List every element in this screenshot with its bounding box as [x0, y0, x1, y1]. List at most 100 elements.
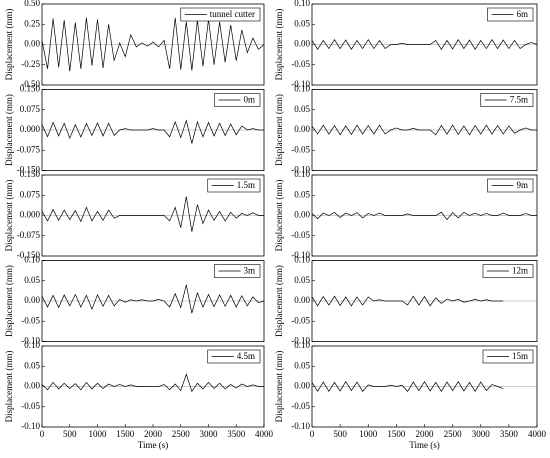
signal-line — [311, 124, 537, 136]
y-axis-label: Displacement (mm) — [274, 351, 284, 423]
x-tick-label: 3500 — [500, 429, 519, 439]
signal-line — [41, 373, 264, 393]
x-tick-label: 2500 — [172, 429, 191, 439]
y-axis-label: Displacement (mm) — [4, 265, 14, 337]
y-tick-label: -0.05 — [291, 315, 310, 325]
plot-frame — [311, 3, 538, 86]
y-tick-label: 0.10 — [294, 340, 310, 350]
x-tick-label: 3500 — [227, 429, 246, 439]
y-tick-label: 0.05 — [294, 360, 310, 370]
x-tick-label: 500 — [333, 429, 347, 439]
y-tick-label: 0.05 — [24, 275, 40, 285]
y-tick-label: 0.00 — [294, 39, 310, 49]
y-tick-label: 0.000 — [20, 210, 41, 220]
x-tick-label: 0 — [40, 429, 45, 439]
y-tick-label: -0.10 — [21, 336, 40, 346]
plot-frame — [311, 260, 538, 342]
x-tick-label: 1000 — [89, 429, 108, 439]
legend-box — [207, 349, 261, 364]
signal-line — [41, 284, 265, 314]
x-tick-label: 1000 — [359, 429, 378, 439]
y-tick-label: -0.075 — [17, 144, 41, 154]
y-axis-label: Displacement (mm) — [274, 94, 284, 166]
y-tick-label: 0.10 — [294, 0, 310, 8]
legend: tunnel cutter — [180, 7, 261, 22]
x-tick-label: 4000 — [255, 429, 274, 439]
signal-line — [41, 196, 264, 232]
y-axis-label: Displacement (mm) — [274, 9, 284, 81]
y-tick-label: -0.150 — [17, 250, 41, 260]
y-tick-label: -0.05 — [291, 59, 310, 69]
legend: 1.5m — [207, 178, 261, 193]
y-tick-label: 0.00 — [294, 210, 310, 220]
y-tick-label: 0.150 — [20, 169, 41, 179]
y-tick-label: -0.10 — [291, 336, 310, 346]
signal-line — [41, 17, 265, 72]
legend: 7.5m — [480, 93, 534, 107]
y-tick-label: 0.10 — [294, 255, 310, 265]
signal-line — [311, 295, 504, 307]
y-tick-label: -0.10 — [291, 165, 310, 175]
y-tick-label: 0.05 — [24, 360, 40, 370]
y-tick-label: -0.50 — [21, 79, 40, 89]
y-tick-label: 0.075 — [20, 189, 41, 199]
legend-label: 1.5m — [237, 180, 255, 190]
legend: 4.5m — [207, 349, 261, 364]
x-tick-label: 2500 — [444, 429, 463, 439]
x-tick-label: 2000 — [416, 429, 435, 439]
y-tick-label: -0.10 — [291, 79, 310, 89]
legend-label: tunnel cutter — [210, 9, 255, 19]
legend-label: 9m — [516, 180, 528, 190]
plot-frame — [41, 260, 265, 342]
y-tick-label: -0.25 — [21, 59, 40, 69]
y-tick-label: 0.000 — [20, 124, 41, 134]
legend-label: 15m — [512, 351, 528, 361]
legend: 6m — [487, 7, 534, 22]
legend: 12m — [482, 264, 534, 278]
plot-frame — [41, 345, 265, 428]
legend-box — [480, 93, 534, 107]
y-tick-label: 0.150 — [20, 84, 41, 94]
legend-label: 12m — [512, 266, 528, 276]
y-tick-label: -0.05 — [291, 401, 310, 411]
plot-frame — [41, 89, 265, 171]
y-tick-label: 0.05 — [294, 104, 310, 114]
y-tick-label: -0.150 — [17, 165, 41, 175]
x-tick-label: 3000 — [200, 429, 219, 439]
signal-line — [311, 380, 504, 393]
plot-frame — [41, 3, 265, 86]
x-tick-label: 0 — [310, 429, 315, 439]
x-tick-label: 1500 — [116, 429, 135, 439]
y-axis-label: Displacement (mm) — [274, 180, 284, 252]
y-tick-label: 0.10 — [24, 340, 40, 350]
y-tick-label: -0.05 — [21, 401, 40, 411]
x-tick-label: 2000 — [144, 429, 163, 439]
legend: 9m — [487, 178, 534, 193]
legend: 15m — [482, 349, 534, 364]
legend: 0m — [214, 93, 261, 107]
y-tick-label: 0.25 — [24, 18, 40, 28]
signal-line — [311, 38, 538, 51]
plot-frame — [311, 345, 538, 428]
y-tick-label: 0.10 — [24, 255, 40, 265]
y-tick-label: 0.10 — [294, 169, 310, 179]
y-tick-label: 0.05 — [294, 189, 310, 199]
y-tick-label: 0.075 — [20, 104, 41, 114]
legend-label: 3m — [243, 266, 255, 276]
x-tick-label: 1500 — [387, 429, 406, 439]
plot-frame — [311, 89, 538, 171]
legend-label: 6m — [516, 9, 528, 19]
legend-box — [180, 7, 261, 22]
x-axis-label: Time (s) — [138, 440, 168, 450]
y-tick-label: 0.05 — [294, 18, 310, 28]
y-axis-label: Displacement (mm) — [4, 180, 14, 252]
y-tick-label: -0.10 — [291, 421, 310, 431]
legend: 3m — [214, 264, 261, 278]
y-axis-label: Displacement (mm) — [4, 94, 14, 166]
legend-label: 7.5m — [510, 95, 528, 105]
x-tick-label: 3000 — [472, 429, 491, 439]
signal-line — [311, 211, 537, 221]
y-axis-label: Displacement (mm) — [4, 351, 14, 423]
x-axis-label: Time (s) — [409, 440, 439, 450]
